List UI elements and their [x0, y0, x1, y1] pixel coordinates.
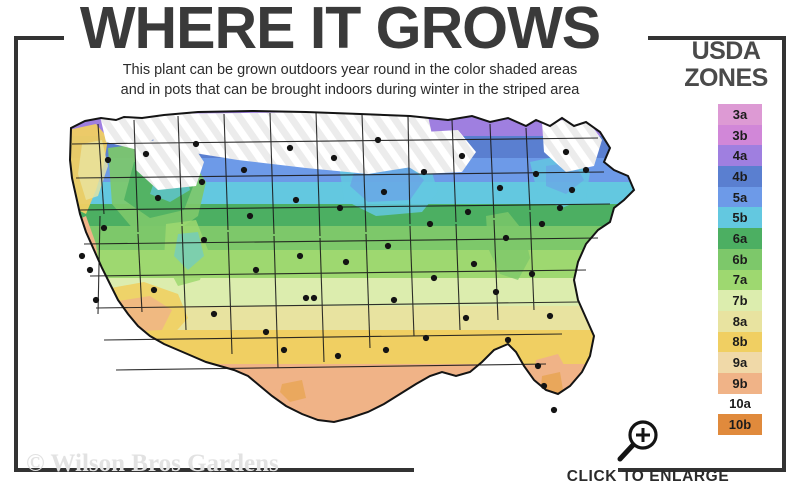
page-subtitle: This plant can be grown outdoors year ro…: [40, 60, 660, 100]
click-to-enlarge-label[interactable]: CLICK TO ENLARGE: [566, 468, 730, 485]
legend-zone-4b: 4b: [718, 166, 762, 187]
legend-heading-line-2: ZONES: [684, 64, 768, 92]
usda-zone-map[interactable]: [38, 104, 674, 472]
legend-zone-10b: 10b: [718, 414, 762, 435]
legend-zone-6b: 6b: [718, 248, 762, 270]
frame-right-edge: [782, 36, 786, 472]
frame-bottom-right-segment: [618, 468, 786, 472]
frame-left-edge: [14, 36, 18, 472]
legend-zone-8a: 8a: [718, 310, 762, 332]
subtitle-line-1: This plant can be grown outdoors year ro…: [122, 62, 578, 78]
usda-zone-legend: 3a 3b 4a 4b 5a 5b 6a 6b 7a 7b 8a 8b 9a 9b 10a 10b: [718, 104, 762, 435]
legend-zone-9b: 9b: [718, 372, 762, 394]
legend-zone-9a: 9a: [718, 352, 762, 373]
legend-zone-5a: 5a: [718, 186, 762, 208]
magnifier-plus-icon[interactable]: [616, 418, 662, 464]
frame-top-right-segment: [648, 36, 786, 40]
subtitle-line-2: and in pots that can be brought indoors …: [120, 82, 580, 98]
legend-zone-5b: 5b: [718, 207, 762, 229]
legend-zone-4a: 4a: [718, 145, 762, 167]
legend-zone-7b: 7b: [718, 290, 762, 311]
legend-zone-3b: 3b: [718, 124, 762, 146]
legend-zone-3a: 3a: [718, 104, 762, 125]
watermark: © Wilson Bros Gardens: [26, 450, 279, 477]
frame-top-left-segment: [14, 36, 64, 40]
legend-zone-7a: 7a: [718, 269, 762, 291]
legend-zone-10a: 10a: [729, 396, 751, 412]
legend-heading-line-1: USDA: [691, 37, 761, 65]
legend-zone-6a: 6a: [718, 228, 762, 249]
frame-bottom-left-segment: [14, 468, 414, 472]
legend-zone-8b: 8b: [718, 331, 762, 353]
legend-heading: USDA ZONES: [672, 38, 780, 92]
page-title: WHERE IT GROWS: [79, 0, 601, 61]
